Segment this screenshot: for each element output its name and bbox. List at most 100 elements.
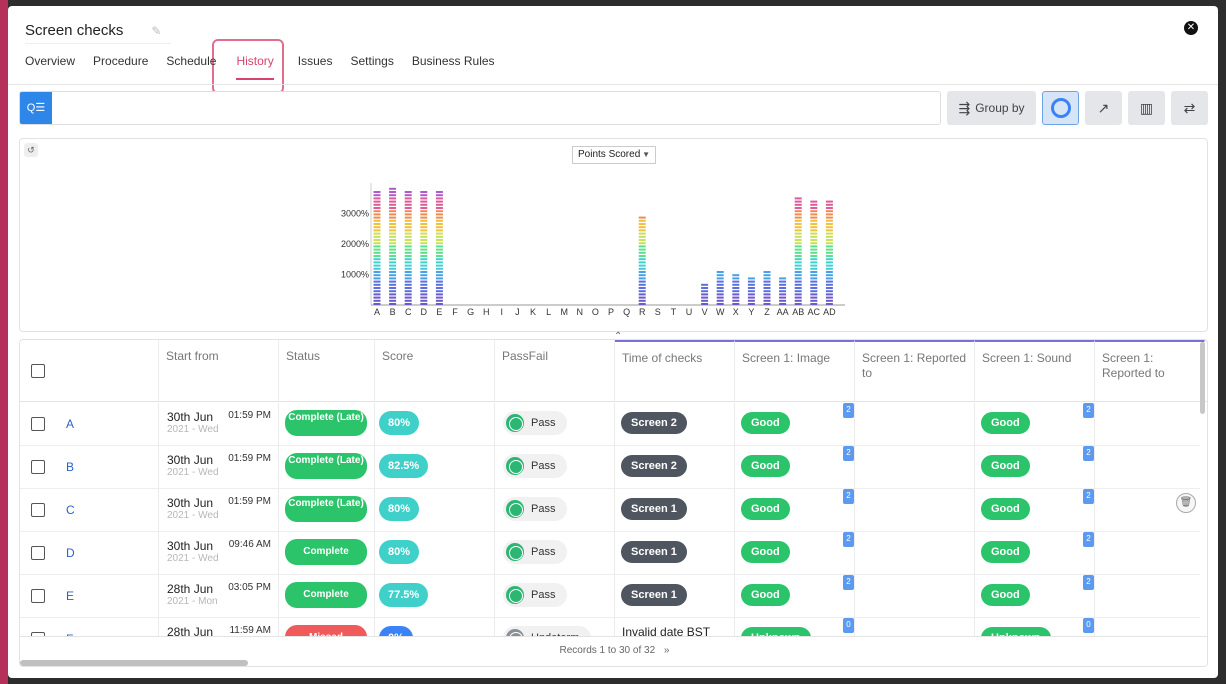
table-row[interactable]: C 30th Jun 2021 - Wed 01:59 PM Complete … (20, 489, 1200, 532)
select-all-checkbox[interactable] (31, 364, 45, 378)
x-tick-label: E (436, 307, 442, 317)
x-tick-label: Y (748, 307, 754, 317)
start-date: 28th Jun (167, 625, 214, 639)
chart-bar[interactable] (779, 277, 787, 305)
x-tick-label: D (421, 307, 428, 317)
chart-bar[interactable] (701, 283, 709, 305)
col-status[interactable]: Status (279, 340, 375, 402)
chart-bar[interactable] (825, 200, 833, 305)
chart-bar[interactable] (638, 216, 646, 305)
x-tick-label: L (546, 307, 551, 317)
metric-select[interactable]: Points Scored ▼ (572, 146, 656, 164)
tab-overview[interactable]: Overview (25, 54, 76, 68)
trash-icon[interactable]: 🗑 (1176, 493, 1196, 513)
sound-count-badge: 2 (1083, 446, 1094, 461)
chart-reset-icon[interactable]: ↺ (24, 143, 38, 157)
image-count-badge: 2 (843, 532, 854, 547)
x-tick-label: O (592, 307, 599, 317)
check-circle-icon (506, 543, 524, 561)
row-name-link[interactable]: A (66, 417, 75, 431)
tabs-divider (8, 84, 1218, 85)
chart-bar[interactable] (435, 191, 443, 305)
passfail-label: Pass (531, 546, 556, 558)
next-page-icon[interactable]: » (663, 645, 670, 656)
columns-button[interactable]: ▥ (1128, 91, 1165, 125)
start-time: 09:46 AM (228, 539, 271, 550)
score-cell: 80% (375, 403, 495, 445)
tab-issues[interactable]: Issues (297, 54, 333, 68)
row-checkbox[interactable] (31, 503, 45, 517)
search-input[interactable] (54, 94, 934, 122)
horizontal-scrollbar[interactable] (20, 660, 248, 666)
swap-icon: ⇄ (1183, 99, 1196, 116)
chart-bar[interactable] (794, 197, 802, 305)
edit-pencil-icon[interactable]: ✎ (151, 23, 162, 38)
col-passfail[interactable]: PassFail (495, 340, 615, 402)
table-row[interactable]: B 30th Jun 2021 - Wed 01:59 PM Complete … (20, 446, 1200, 489)
chart-bar[interactable] (389, 187, 397, 305)
image-result-badge: Good (741, 584, 790, 606)
close-button[interactable]: ✕ (1184, 21, 1198, 35)
col-screen1-reported-to-2[interactable]: Screen 1: Reported to (1095, 340, 1205, 402)
passfail-cell: Pass (495, 532, 615, 574)
chart-bar[interactable] (716, 271, 724, 305)
row-checkbox[interactable] (31, 546, 45, 560)
tab-procedure[interactable]: Procedure (93, 54, 149, 68)
row-checkbox[interactable] (31, 460, 45, 474)
tab-settings[interactable]: Settings (350, 54, 394, 68)
table-row[interactable]: A 30th Jun 2021 - Wed 01:59 PM Complete … (20, 403, 1200, 446)
start-date: 30th Jun (167, 410, 214, 424)
start-time: 11:59 AM (229, 625, 271, 636)
col-start-from[interactable]: Start from (159, 340, 279, 402)
x-tick-label: C (405, 307, 412, 317)
col-time-of-checks[interactable]: Time of checks (615, 340, 735, 402)
col-screen1-sound[interactable]: Screen 1: Sound (975, 340, 1095, 402)
row-name-link[interactable]: C (66, 503, 75, 517)
table-row[interactable]: E 28th Jun 2021 - Mon 03:05 PM Complete … (20, 575, 1200, 618)
start-date: 30th Jun (167, 539, 214, 553)
screen-checks-modal: Screen checks ✎ ✕ Overview Procedure Sch… (8, 6, 1218, 678)
y-tick-label: 2000% (341, 239, 369, 249)
chart-toggle-button[interactable] (1042, 91, 1079, 125)
collapse-chart-icon[interactable]: ⌃ (614, 331, 623, 342)
row-name-link[interactable]: E (66, 589, 75, 603)
row-checkbox[interactable] (31, 417, 45, 431)
col-score[interactable]: Score (375, 340, 495, 402)
x-tick-label: A (374, 307, 380, 317)
passfail-cell: Pass (495, 489, 615, 531)
chart-bar[interactable] (420, 191, 428, 305)
tab-schedule[interactable]: Schedule (166, 54, 217, 68)
tab-business-rules[interactable]: Business Rules (411, 54, 495, 68)
chart-bar[interactable] (763, 271, 771, 305)
chart-bar[interactable] (373, 191, 381, 305)
status-cell: Complete (Late) (279, 446, 375, 488)
swap-button[interactable]: ⇄ (1171, 91, 1208, 125)
group-by-icon: ⇶ (958, 99, 971, 116)
passfail-chip: Pass (503, 497, 568, 521)
table-row[interactable]: D 30th Jun 2021 - Wed 09:46 AM Complete … (20, 532, 1200, 575)
col-screen1-reported-to[interactable]: Screen 1: Reported to (855, 340, 975, 402)
row-checkbox[interactable] (31, 589, 45, 603)
tab-history[interactable]: History (236, 54, 275, 80)
checks-badge: Screen 1 (621, 541, 687, 563)
chart-bar[interactable] (747, 277, 755, 305)
screen1-reported-cell (855, 532, 975, 574)
export-button[interactable]: ↗ (1085, 91, 1122, 125)
group-by-button[interactable]: ⇶ Group by (947, 91, 1036, 125)
row-name-link[interactable]: B (66, 460, 75, 474)
row-name-link[interactable]: D (66, 546, 75, 560)
sound-result-badge: Good (981, 455, 1030, 477)
chart-bar[interactable] (732, 274, 740, 305)
score-cell: 82.5% (375, 446, 495, 488)
vertical-scrollbar[interactable] (1200, 342, 1205, 414)
screen1-sound-cell: Good 2 (975, 489, 1095, 531)
status-badge: Complete (Late) (285, 410, 367, 436)
start-date: 28th Jun (167, 582, 214, 596)
check-circle-icon (506, 457, 524, 475)
x-tick-label: R (639, 307, 646, 317)
chart-bar[interactable] (810, 200, 818, 305)
passfail-chip: Pass (503, 540, 568, 564)
search-filter-icon[interactable]: Q☰ (20, 92, 52, 124)
col-screen1-image[interactable]: Screen 1: Image (735, 340, 855, 402)
chart-bar[interactable] (404, 191, 412, 305)
